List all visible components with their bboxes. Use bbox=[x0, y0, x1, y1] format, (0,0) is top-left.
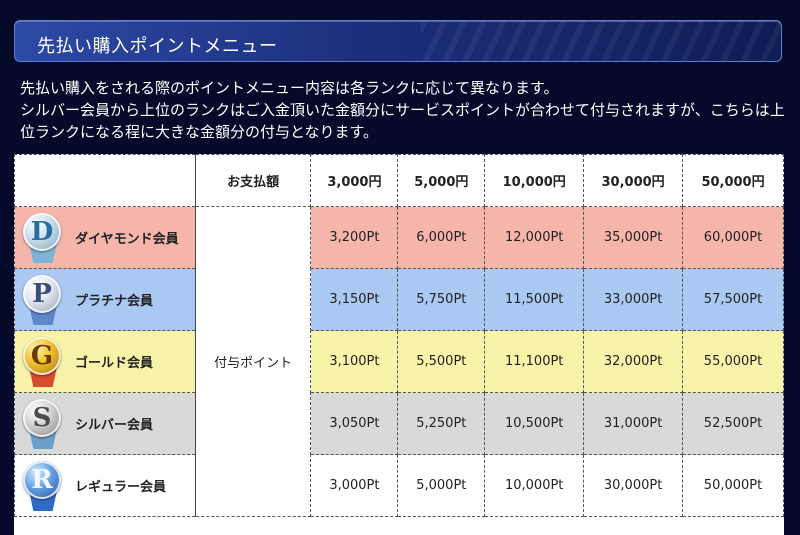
value-cell: 10,500Pt bbox=[484, 392, 585, 455]
rank-cell-platinum: P プラチナ会員 bbox=[14, 268, 196, 331]
description: 先払い購入をされる際のポイントメニュー内容は各ランクに応じて異なります。 シルバ… bbox=[20, 77, 790, 143]
value-cell: 12,000Pt bbox=[484, 206, 585, 269]
header-amount-4: 50,000円 bbox=[682, 154, 784, 207]
rank-name-silver: シルバー会員 bbox=[75, 418, 154, 433]
rank-cell-regular: R レギュラー会員 bbox=[14, 454, 196, 517]
table-row-silver: S シルバー会員 3,050Pt 5,250Pt 10,500Pt 31,000… bbox=[14, 392, 784, 455]
table-row-gold: G ゴールド会員 3,100Pt 5,500Pt 11,100Pt 32,000… bbox=[14, 330, 784, 393]
rank-cell-gold: G ゴールド会員 bbox=[14, 330, 196, 393]
value-cell: 5,250Pt bbox=[397, 392, 486, 455]
value-cell: 33,000Pt bbox=[583, 268, 684, 331]
diamond-medal-icon: D bbox=[21, 211, 65, 265]
value-cell: 6,000Pt bbox=[397, 206, 486, 269]
rank-name-gold: ゴールド会員 bbox=[75, 356, 154, 371]
gold-medal-icon: G bbox=[21, 335, 65, 389]
table-row-diamond: D ダイヤモンド会員 付与ポイント 3,200Pt 6,000Pt 12,000… bbox=[14, 206, 784, 517]
rank-cell-silver: S シルバー会員 bbox=[14, 392, 196, 455]
description-line-1: 先払い購入をされる際のポイントメニュー内容は各ランクに応じて異なります。 bbox=[20, 79, 559, 97]
header-amount-2: 10,000円 bbox=[484, 154, 585, 207]
rank-name-diamond: ダイヤモンド会員 bbox=[75, 232, 179, 247]
value-cell: 31,000Pt bbox=[583, 392, 684, 455]
header-payment: お支払額 bbox=[194, 154, 312, 207]
description-line-2: シルバー会員から上位のランクはご入金頂いた金額分にサービスポイントが合わせて付与… bbox=[20, 101, 785, 141]
rank-name-regular: レギュラー会員 bbox=[75, 480, 167, 495]
value-cell: 11,100Pt bbox=[484, 330, 585, 393]
value-cell: 5,000Pt bbox=[397, 454, 486, 517]
value-cell: 5,750Pt bbox=[397, 268, 486, 331]
table-header-row: お支払額 3,000円 5,000円 10,000円 30,000円 50,00… bbox=[14, 154, 784, 207]
medal-letter: D bbox=[23, 212, 61, 251]
value-cell: 32,000Pt bbox=[583, 330, 684, 393]
value-cell: 3,000Pt bbox=[310, 454, 399, 517]
section-header: 先払い購入ポイントメニュー bbox=[14, 20, 782, 62]
value-cell: 50,000Pt bbox=[682, 454, 784, 517]
points-table-container: お支払額 3,000円 5,000円 10,000円 30,000円 50,00… bbox=[14, 154, 784, 535]
value-cell: 3,150Pt bbox=[310, 268, 399, 331]
value-cell: 11,500Pt bbox=[484, 268, 585, 331]
header-amount-3: 30,000円 bbox=[583, 154, 684, 207]
rank-name-platinum: プラチナ会員 bbox=[75, 294, 154, 309]
value-cell: 52,500Pt bbox=[682, 392, 784, 455]
value-cell: 57,500Pt bbox=[682, 268, 784, 331]
top-strip bbox=[0, 0, 800, 10]
platinum-medal-icon: P bbox=[21, 273, 65, 327]
header-amount-1: 5,000円 bbox=[397, 154, 486, 207]
value-cell: 30,000Pt bbox=[583, 454, 684, 517]
regular-medal-icon: R bbox=[21, 459, 65, 513]
silver-medal-icon: S bbox=[21, 397, 65, 451]
value-cell: 3,100Pt bbox=[310, 330, 399, 393]
points-table: お支払額 3,000円 5,000円 10,000円 30,000円 50,00… bbox=[14, 154, 784, 517]
value-cell: 10,000Pt bbox=[484, 454, 585, 517]
value-cell: 5,500Pt bbox=[397, 330, 486, 393]
header-rank-blank bbox=[14, 154, 196, 207]
grant-points-label: 付与ポイント bbox=[194, 206, 312, 517]
medal-letter: P bbox=[23, 274, 61, 313]
value-cell: 55,000Pt bbox=[682, 330, 784, 393]
table-row-platinum: P プラチナ会員 3,150Pt 5,750Pt 11,500Pt 33,000… bbox=[14, 268, 784, 331]
section-title: 先払い購入ポイントメニュー bbox=[37, 36, 278, 57]
medal-letter: G bbox=[23, 336, 61, 375]
medal-letter: S bbox=[23, 398, 61, 437]
value-cell: 3,050Pt bbox=[310, 392, 399, 455]
medal-letter: R bbox=[23, 460, 61, 499]
table-row-regular: R レギュラー会員 3,000Pt 5,000Pt 10,000Pt 30,00… bbox=[14, 454, 784, 517]
value-cell: 3,200Pt bbox=[310, 206, 399, 269]
value-cell: 60,000Pt bbox=[682, 206, 784, 269]
rank-cell-diamond: D ダイヤモンド会員 bbox=[14, 206, 196, 269]
value-cell: 35,000Pt bbox=[583, 206, 684, 269]
header-amount-0: 3,000円 bbox=[310, 154, 399, 207]
